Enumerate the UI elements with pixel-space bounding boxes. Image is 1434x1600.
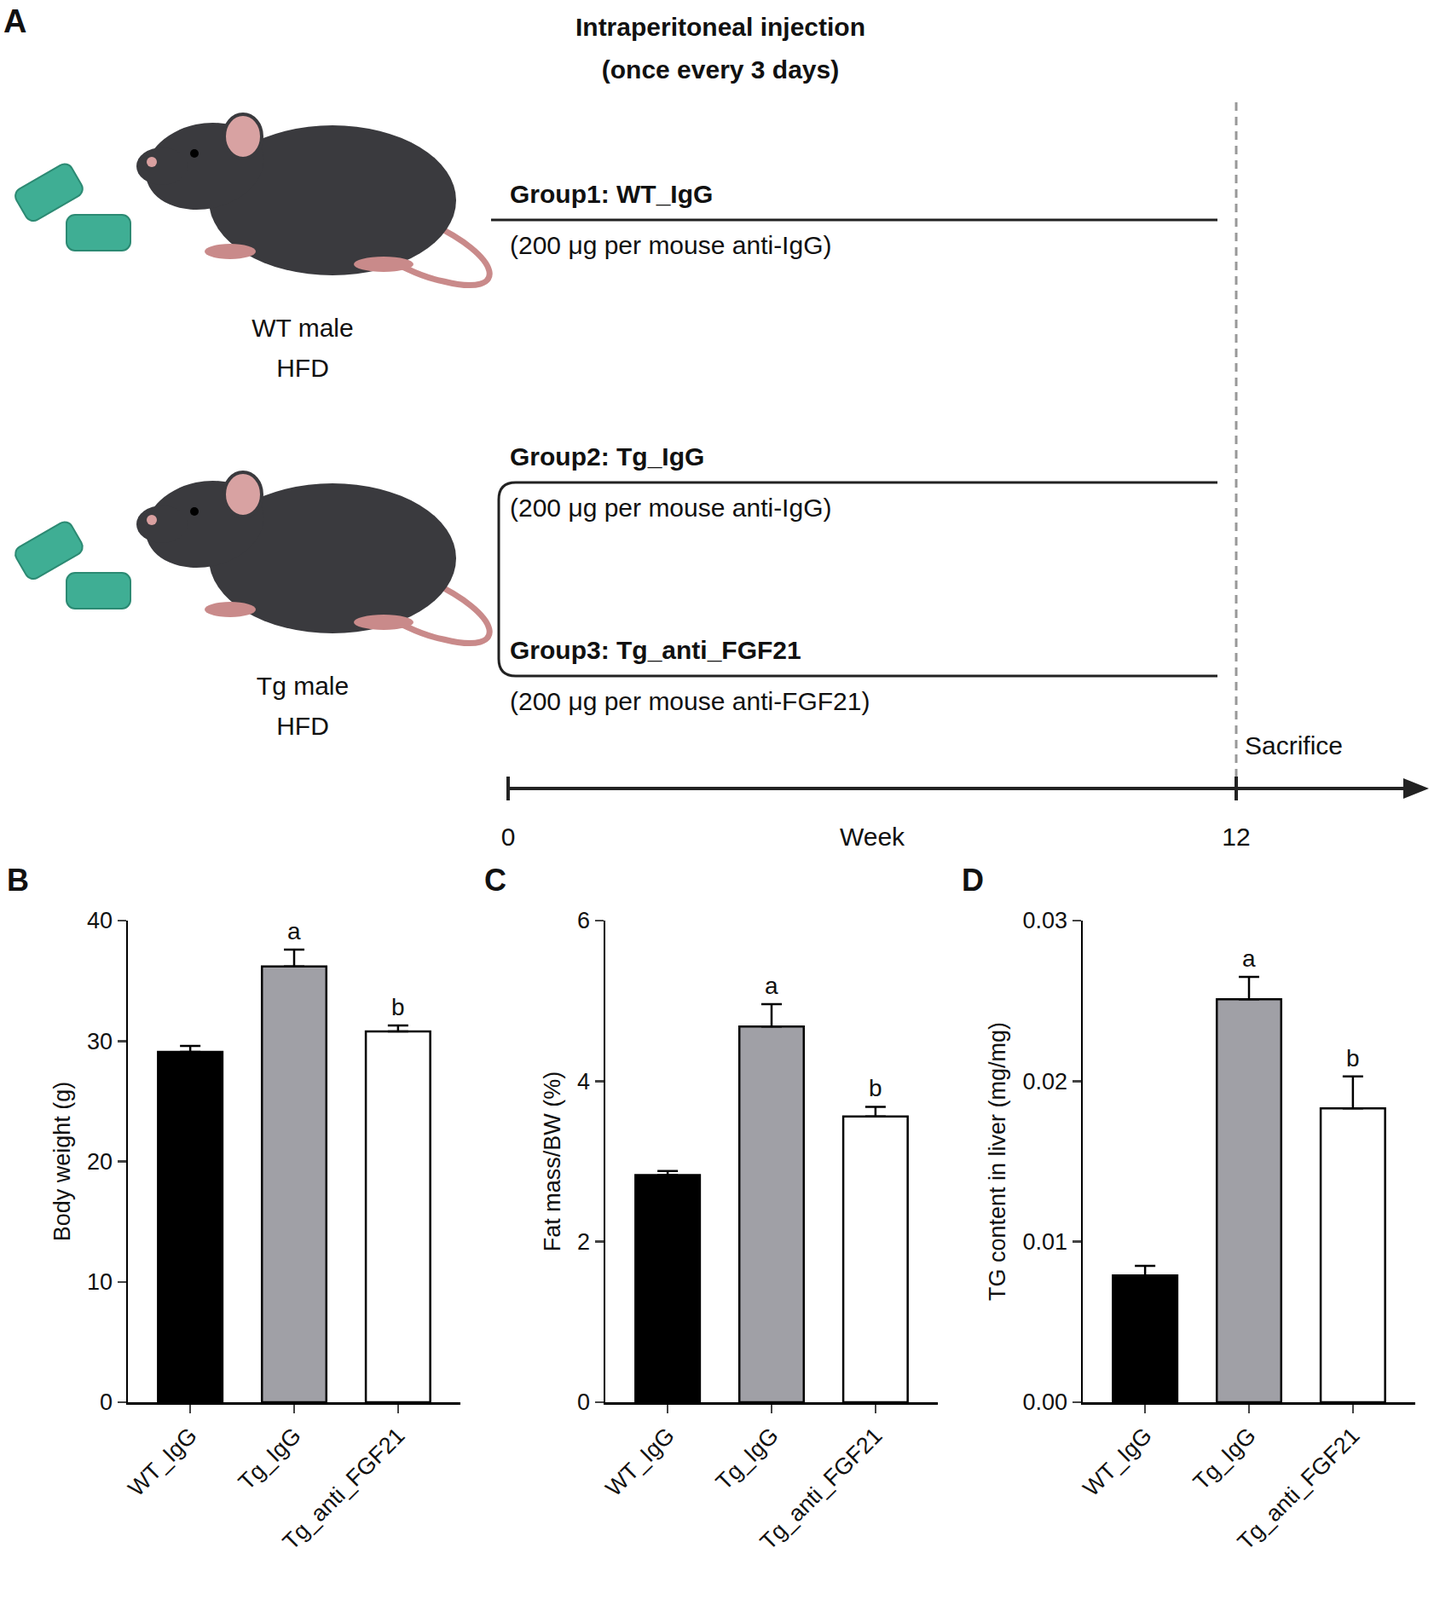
svg-text:6: 6 — [577, 907, 590, 934]
svg-text:12: 12 — [1221, 822, 1250, 851]
svg-text:b: b — [1346, 1045, 1360, 1072]
svg-text:(200 μg per mouse anti-IgG): (200 μg per mouse anti-IgG) — [509, 231, 832, 260]
svg-text:Body weight (g): Body weight (g) — [49, 1081, 76, 1243]
svg-text:WT_IgG: WT_IgG — [123, 1422, 203, 1502]
svg-text:0.01: 0.01 — [1023, 1229, 1069, 1255]
svg-text:(200 μg per mouse anti-FGF21): (200 μg per mouse anti-FGF21) — [509, 687, 870, 716]
svg-text:20: 20 — [86, 1149, 113, 1175]
svg-text:TG content in liver (mg/mg): TG content in liver (mg/mg) — [984, 1022, 1011, 1302]
svg-text:Intraperitoneal injection: Intraperitoneal injection — [575, 12, 866, 41]
svg-text:Group3: Tg_anti_FGF21: Group3: Tg_anti_FGF21 — [509, 636, 802, 665]
svg-text:40: 40 — [86, 907, 113, 934]
svg-text:Tg_IgG: Tg_IgG — [711, 1422, 784, 1496]
svg-text:(200 μg per mouse anti-IgG): (200 μg per mouse anti-IgG) — [509, 493, 832, 522]
svg-text:0: 0 — [501, 822, 516, 851]
svg-text:0.02: 0.02 — [1023, 1069, 1069, 1095]
svg-text:a: a — [287, 918, 301, 945]
svg-text:0.00: 0.00 — [1023, 1389, 1069, 1416]
svg-text:Group1: WT_IgG: Group1: WT_IgG — [509, 179, 713, 209]
svg-text:Tg_anti_FGF21: Tg_anti_FGF21 — [1232, 1422, 1365, 1556]
svg-text:Group2: Tg_IgG: Group2: Tg_IgG — [509, 442, 705, 471]
svg-text:(once every 3 days): (once every 3 days) — [601, 55, 839, 84]
svg-text:A: A — [3, 3, 27, 40]
svg-text:WT male: WT male — [251, 313, 353, 342]
svg-text:2: 2 — [577, 1229, 590, 1255]
svg-text:a: a — [1242, 945, 1256, 972]
svg-text:0: 0 — [577, 1389, 590, 1416]
svg-text:30: 30 — [86, 1029, 113, 1055]
svg-text:HFD: HFD — [276, 353, 330, 382]
svg-text:a: a — [764, 972, 779, 1000]
html-text:C: C — [484, 862, 507, 898]
svg-text:Tg male: Tg male — [256, 671, 349, 700]
svg-text:Tg_anti_FGF21: Tg_anti_FGF21 — [755, 1422, 888, 1556]
svg-text:Tg_anti_FGF21: Tg_anti_FGF21 — [277, 1422, 411, 1556]
html-text:B: B — [6, 862, 29, 898]
svg-text:b: b — [868, 1075, 883, 1102]
svg-text:Week: Week — [839, 822, 906, 851]
svg-text:Fat mass/BW (%): Fat mass/BW (%) — [539, 1071, 566, 1253]
svg-text:0.03: 0.03 — [1023, 907, 1069, 934]
svg-text:b: b — [391, 994, 405, 1021]
svg-text:WT_IgG: WT_IgG — [1078, 1422, 1157, 1502]
svg-text:WT_IgG: WT_IgG — [601, 1422, 680, 1502]
svg-text:Tg_IgG: Tg_IgG — [1188, 1422, 1261, 1496]
svg-text:10: 10 — [86, 1269, 113, 1296]
svg-text:0: 0 — [99, 1389, 113, 1416]
html-text:D: D — [961, 862, 984, 898]
svg-text:Tg_IgG: Tg_IgG — [233, 1422, 307, 1496]
svg-text:4: 4 — [577, 1069, 590, 1095]
svg-text:HFD: HFD — [276, 711, 330, 741]
svg-text:Sacrifice: Sacrifice — [1244, 731, 1343, 760]
